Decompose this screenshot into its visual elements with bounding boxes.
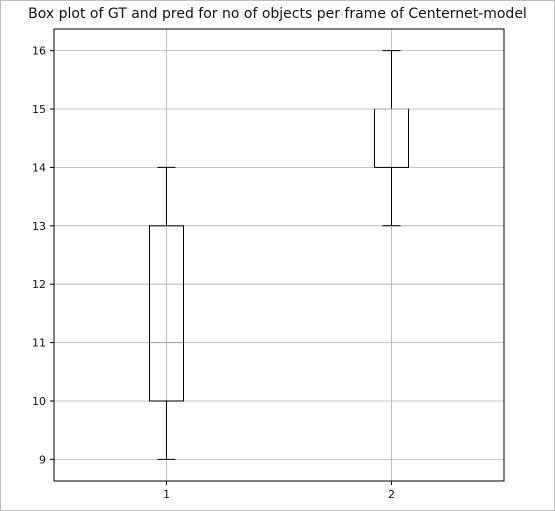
box-body	[149, 225, 184, 402]
y-tick-label: 14	[32, 161, 46, 174]
y-tick-label: 10	[32, 395, 46, 408]
y-tick-label: 11	[32, 337, 46, 350]
plot-border	[53, 28, 505, 482]
y-tick-label: 13	[32, 220, 46, 233]
x-tick-label: 1	[163, 488, 170, 501]
grid-layer	[54, 29, 504, 481]
y-tick-label: 9	[39, 453, 46, 466]
chart-title: Box plot of GT and pred for no of object…	[28, 6, 527, 22]
y-tick-label: 16	[32, 45, 46, 58]
box-layer	[149, 50, 409, 460]
y-tick-label: 15	[32, 103, 46, 116]
y-tick-label: 12	[32, 278, 46, 291]
x-tick-label: 2	[388, 488, 395, 501]
